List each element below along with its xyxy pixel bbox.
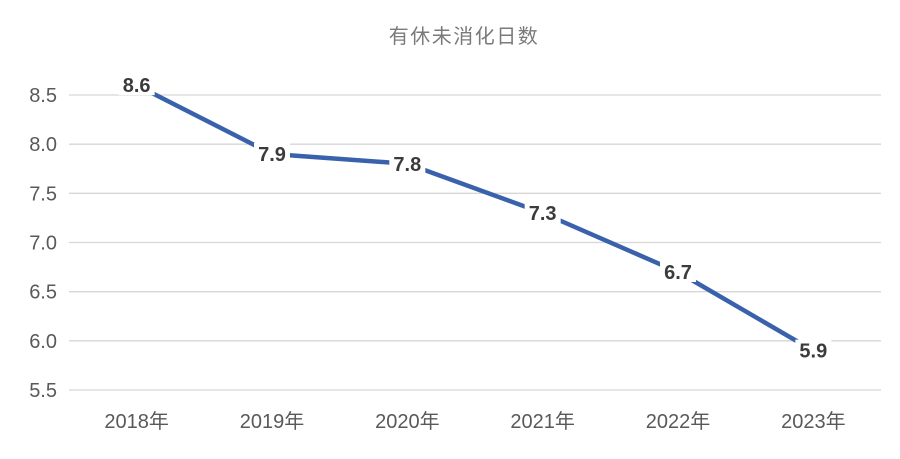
y-axis-tick-label: 6.0 <box>29 331 57 353</box>
data-label-bg <box>254 143 290 164</box>
data-label-bg <box>524 202 561 223</box>
y-axis-tick-label: 7.5 <box>29 183 57 205</box>
data-label-bg <box>660 261 696 282</box>
series-group <box>134 82 816 353</box>
y-axis-tick-label: 8.5 <box>29 85 57 107</box>
data-labels-group: 8.6 7.9 7.8 7.3 6.7 5.9 <box>118 74 832 363</box>
y-axis-tick-label: 8.0 <box>29 134 57 156</box>
y-axis-tick-label: 5.5 <box>29 380 57 402</box>
data-point-label: 6.7 <box>664 262 692 284</box>
gridlines-group <box>69 94 881 391</box>
x-axis-tick-label: 2021年 <box>510 410 575 433</box>
x-axis-tick-label: 2018年 <box>104 410 169 433</box>
y-axis-tick-label: 6.5 <box>29 282 57 304</box>
data-point-label: 7.8 <box>393 154 421 176</box>
y-axis-labels-group: 5.5 6.0 6.5 7.0 7.5 8.0 8.5 <box>29 85 57 402</box>
trend-line <box>134 82 816 353</box>
data-point-label: 8.6 <box>123 75 151 97</box>
data-point-label: 5.9 <box>799 341 827 363</box>
x-axis-labels-group: 2018年 2019年 2020年 2021年 2022年 2023年 <box>104 410 845 433</box>
x-axis-tick-label: 2022年 <box>646 410 711 433</box>
data-label-bg <box>389 152 426 174</box>
y-axis-tick-label: 7.0 <box>29 233 57 255</box>
data-point-label: 7.3 <box>529 203 557 225</box>
x-axis-tick-label: 2023年 <box>781 410 846 433</box>
chart-title: 有休未消化日数 <box>389 25 540 48</box>
x-axis-tick-label: 2020年 <box>375 410 440 433</box>
data-label-bg <box>795 339 832 361</box>
x-axis-tick-label: 2019年 <box>240 410 305 433</box>
data-label-bg <box>118 74 155 96</box>
data-point-label: 7.9 <box>258 144 286 166</box>
